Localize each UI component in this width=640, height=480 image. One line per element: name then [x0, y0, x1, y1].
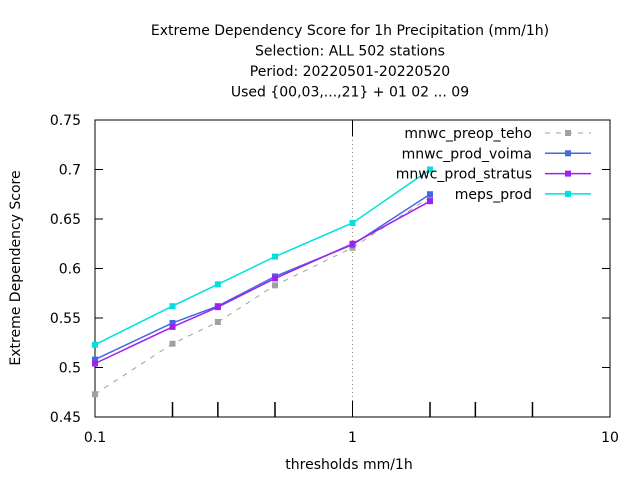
data-point-mnwc_prod_voima	[427, 191, 434, 198]
series-layer	[92, 166, 434, 398]
x-tick-label: 1	[348, 430, 357, 446]
legend-marker-mnwc_prod_voima	[565, 150, 571, 157]
legend-label-meps_prod: meps_prod	[455, 187, 532, 203]
y-tick-label: 0.6	[59, 262, 81, 278]
y-tick-label: 0.5	[59, 361, 81, 377]
data-point-meps_prod	[349, 219, 356, 226]
legend-marker-mnwc_preop_teho	[565, 130, 571, 136]
x-tick-label: 0.1	[84, 430, 106, 446]
series-line-mnwc_prod_voima	[94, 193, 431, 361]
data-point-mnwc_preop_teho	[214, 318, 221, 325]
y-tick-label: 0.55	[50, 311, 81, 327]
series-mnwc_prod_stratus	[92, 198, 434, 367]
legend-label-mnwc_preop_teho: mnwc_preop_teho	[404, 126, 532, 142]
y-tick-label: 0.7	[59, 163, 81, 179]
y-tick-label: 0.75	[50, 113, 81, 129]
series-line-mnwc_preop_teho	[94, 196, 431, 395]
data-point-meps_prod	[92, 341, 98, 348]
legend-label-mnwc_prod_voima: mnwc_prod_voima	[402, 146, 532, 162]
chart-title: Extreme Dependency Score for 1h Precipit…	[151, 23, 549, 101]
axis-ticks: 0.45 0.5 0.55 0.6 0.65 0.7 0.75 0.1 1 10	[50, 113, 619, 446]
data-point-mnwc_preop_teho	[169, 340, 176, 347]
data-point-mnwc_prod_voima	[92, 356, 98, 363]
title-line-2: Selection: ALL 502 stations	[255, 44, 445, 60]
data-point-meps_prod	[271, 253, 278, 260]
data-point-mnwc_prod_stratus	[92, 360, 98, 367]
y-tick-label: 0.65	[50, 212, 81, 228]
series-meps_prod	[92, 166, 434, 348]
data-point-mnwc_prod_stratus	[271, 275, 278, 282]
series-mnwc_preop_teho	[92, 194, 434, 398]
y-axis-label: Extreme Dependency Score	[8, 170, 24, 365]
series-line-mnwc_prod_stratus	[94, 200, 431, 365]
series-line-meps_prod	[94, 168, 431, 346]
y-tick-label: 0.45	[50, 410, 81, 426]
title-line-3: Period: 20220501-20220520	[250, 64, 450, 80]
data-point-mnwc_prod_stratus	[349, 240, 356, 247]
legend-marker-meps_prod	[565, 190, 571, 197]
title-line-1: Extreme Dependency Score for 1h Precipit…	[151, 23, 549, 39]
title-line-4: Used {00,03,...,21} + 01 02 ... 09	[231, 85, 469, 101]
legend-marker-mnwc_prod_stratus	[565, 170, 571, 177]
data-point-mnwc_prod_stratus	[169, 323, 176, 330]
x-tick-label: 10	[601, 430, 619, 446]
series-mnwc_prod_voima	[92, 191, 434, 363]
data-point-mnwc_prod_stratus	[214, 304, 221, 311]
x-axis-label: thresholds mm/1h	[285, 457, 412, 473]
data-point-meps_prod	[427, 166, 434, 173]
legend-label-mnwc_prod_stratus: mnwc_prod_stratus	[396, 167, 532, 183]
data-point-mnwc_preop_teho	[92, 391, 98, 398]
data-point-mnwc_prod_voima	[169, 319, 176, 326]
legend: mnwc_preop_teho mnwc_prod_voima mnwc_prod_…	[396, 126, 591, 203]
data-point-meps_prod	[214, 281, 221, 288]
data-point-meps_prod	[169, 303, 176, 310]
data-point-mnwc_preop_teho	[271, 282, 278, 289]
data-point-mnwc_prod_stratus	[427, 198, 434, 205]
